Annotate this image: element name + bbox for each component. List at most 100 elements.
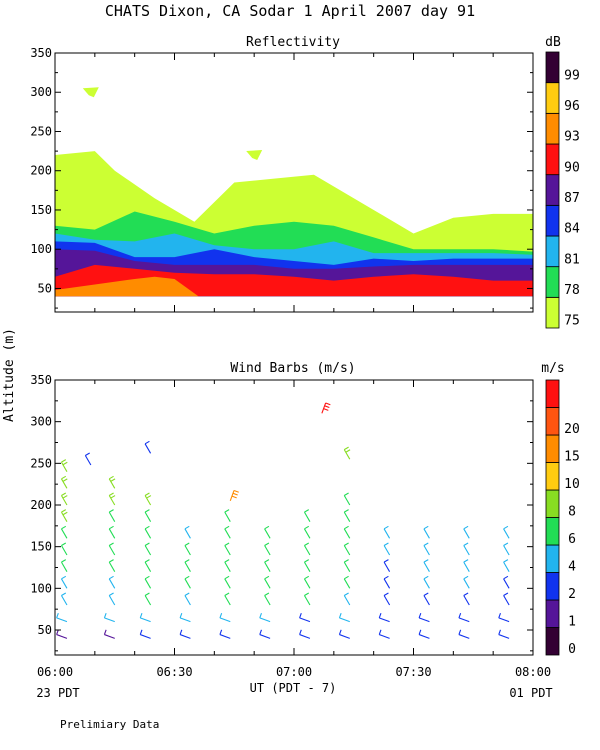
wind-barb-76 — [418, 629, 430, 639]
wind-barb-96 — [503, 525, 510, 539]
wind-barb-36 — [184, 525, 191, 539]
db-colorbar-swatch-7 — [545, 82, 560, 114]
wind-barb-11 — [103, 629, 115, 639]
wind-barb-86 — [463, 575, 470, 589]
wind-barb-81 — [423, 542, 430, 556]
wind-barb-28 — [144, 509, 152, 522]
wind-barb-92 — [503, 592, 510, 606]
wind-barb-4 — [60, 559, 68, 572]
ms-colorbar-swatch-1 — [545, 599, 560, 628]
wind-barb-35 — [184, 542, 191, 556]
db-colorbar-swatch-1 — [545, 266, 560, 298]
ms-colorbar-tick-4: 4 — [568, 560, 576, 575]
wind-barb-17 — [108, 525, 116, 539]
wind-barb-extra-100 — [321, 402, 331, 414]
db-colorbar-tick-99: 99 — [564, 68, 580, 83]
wind-barb-67 — [343, 509, 351, 522]
db-colorbar-swatch-8 — [545, 51, 560, 84]
db-colorbar-swatch-2 — [545, 235, 560, 268]
refl-ytick-label-200: 200 — [30, 164, 52, 178]
wind-barbs — [56, 402, 510, 639]
wind-y-axis: 50 100 150 200 250 300 350 — [30, 373, 533, 652]
wind-ytick-label-250: 250 — [30, 456, 52, 470]
reflectivity-frame — [54, 52, 534, 313]
x-axis-tick-labels: 06:00 06:30 07:00 07:30 08:00 — [37, 665, 551, 679]
x-tick-label-0: 06:00 — [37, 665, 73, 679]
wind-barb-56 — [303, 559, 311, 572]
wind-barb-5 — [60, 542, 68, 556]
x-axis-label: UT (PDT - 7) — [250, 681, 337, 695]
db-colorbar-swatch-4 — [545, 174, 560, 206]
wind-barb-7 — [60, 509, 68, 522]
ms-colorbar-swatch-8 — [545, 407, 560, 436]
wind-barb-91 — [498, 613, 510, 623]
refl-ytick-label-100: 100 — [30, 242, 52, 256]
ms-colorbar-tick-6: 6 — [568, 532, 576, 547]
wind-barb-74 — [383, 542, 391, 556]
wind-barb-10 — [60, 459, 68, 472]
wind-barb-25 — [144, 559, 152, 572]
reflectivity-contours — [55, 87, 533, 297]
wind-ytick-label-150: 150 — [30, 540, 52, 554]
wind-barb-51 — [264, 525, 271, 539]
wind-barb-45 — [259, 629, 271, 639]
wind-barb-82 — [423, 525, 430, 539]
footer-note: Prelimiary Data — [60, 718, 159, 731]
wind-barb-52 — [299, 629, 311, 639]
wind-barb-66 — [343, 525, 351, 539]
wind-barb-54 — [303, 592, 311, 606]
wind-barb-62 — [343, 592, 351, 606]
wind-barb-42 — [224, 542, 231, 556]
reflectivity-panel: Reflectivity 50 100 150 200 250 300 350 — [30, 35, 534, 313]
wind-barb-extra-99 — [229, 489, 239, 502]
wind-barb-58 — [303, 525, 311, 539]
wind-barb-20 — [108, 475, 116, 489]
wind-barb-29 — [144, 492, 152, 506]
x-tick-label-1: 06:30 — [156, 665, 192, 679]
wind-barbs-title: Wind Barbs (m/s) — [230, 361, 355, 376]
db-colorbar-tick-96: 96 — [564, 99, 580, 114]
wind-barb-13 — [108, 592, 116, 606]
ms-colorbar-swatch-4 — [545, 517, 560, 546]
wind-barb-48 — [264, 575, 271, 589]
db-colorbar-tick-90: 90 — [564, 160, 580, 175]
wind-barb-1 — [56, 613, 68, 623]
db-colorbar-tick-78: 78 — [564, 283, 580, 298]
wind-barb-12 — [103, 613, 115, 623]
ms-colorbar-tick-8: 8 — [568, 505, 576, 520]
wind-ytick-label-100: 100 — [30, 581, 52, 595]
ms-colorbar-label: m/s — [541, 361, 564, 376]
db-colorbar-swatch-0 — [545, 296, 560, 329]
wind-barb-50 — [264, 542, 271, 556]
wind-ytick-label-50: 50 — [38, 623, 52, 637]
reflectivity-island-0 — [82, 87, 99, 98]
wind-barb-9 — [60, 475, 68, 489]
wind-barb-69 — [378, 629, 390, 639]
wind-barb-43 — [224, 525, 231, 539]
ms-colorbar-tick-15: 15 — [564, 450, 580, 465]
wind-barb-2 — [60, 592, 68, 606]
wind-barb-22 — [139, 613, 151, 623]
wind-barb-93 — [503, 575, 510, 589]
wind-barb-80 — [423, 559, 430, 572]
wind-x-ticks — [54, 380, 534, 655]
wind-barb-extra-98 — [144, 440, 152, 454]
wind-barb-63 — [343, 575, 351, 589]
wind-barb-83 — [458, 629, 470, 639]
wind-barb-0 — [56, 629, 68, 639]
ms-colorbar-swatch-7 — [545, 434, 560, 463]
reflectivity-band-93 — [55, 276, 199, 297]
ms-colorbar-tick-2: 2 — [568, 587, 576, 602]
x-tick-label-4: 08:00 — [515, 665, 551, 679]
wind-barb-32 — [184, 592, 191, 606]
wind-barb-31 — [179, 613, 191, 623]
wind-barb-extra-101 — [343, 446, 351, 460]
db-colorbar-tick-87: 87 — [564, 191, 580, 206]
wind-barb-53 — [299, 613, 311, 623]
x-tick-label-2: 07:00 — [276, 665, 312, 679]
wind-barb-26 — [144, 542, 152, 556]
wind-barb-73 — [383, 559, 391, 572]
refl-ytick-label-250: 250 — [30, 124, 52, 138]
wind-barb-88 — [463, 542, 470, 556]
